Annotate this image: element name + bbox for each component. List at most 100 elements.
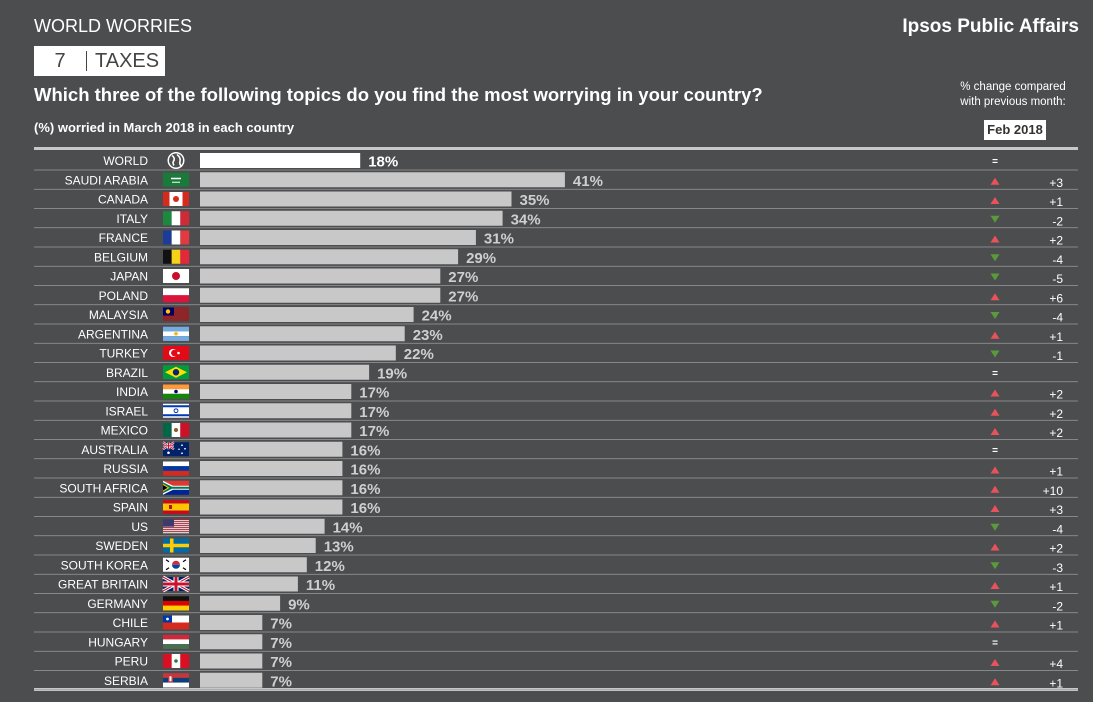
change-value: -5 [1052, 272, 1063, 286]
category-label: SOUTH KOREA [61, 558, 148, 572]
category-label: SERBIA [104, 674, 148, 688]
data-label: 7% [270, 654, 292, 671]
down-arrow-icon [990, 254, 1000, 262]
bar [200, 634, 263, 650]
bar [200, 153, 361, 168]
change-value: +2 [1049, 388, 1063, 402]
data-label: 11% [306, 577, 335, 594]
category-label: GERMANY [87, 597, 148, 611]
change-equal: = [992, 445, 998, 456]
category-label: BRAZIL [106, 366, 148, 380]
category-label: PERU [115, 655, 148, 669]
flag-icon [163, 538, 189, 553]
flag-icon [162, 575, 190, 593]
category-label: CANADA [98, 193, 148, 207]
category-label: ISRAEL [105, 404, 148, 418]
change-value: +1 [1049, 330, 1063, 344]
up-arrow-icon [990, 466, 1000, 474]
bar [200, 538, 316, 553]
bar [200, 461, 343, 476]
change-caption-line2: with previous month: [960, 96, 1066, 108]
category-label: SPAIN [113, 501, 148, 515]
up-arrow-icon [990, 678, 1000, 686]
up-arrow-icon [990, 331, 1000, 339]
data-label: 23% [413, 327, 443, 344]
flag-icon [163, 230, 190, 245]
category-label: GREAT BRITAIN [58, 578, 148, 592]
data-label: 31% [484, 231, 514, 248]
up-arrow-icon [990, 235, 1000, 243]
category-label: SWEDEN [95, 539, 148, 553]
data-label: 12% [315, 558, 345, 575]
up-arrow-icon [990, 505, 1000, 512]
data-label: 27% [448, 288, 478, 305]
change-value: -2 [1052, 599, 1063, 613]
bar [200, 403, 352, 419]
flag-icon [163, 423, 190, 437]
question-title: Which three of the following topics do y… [34, 84, 763, 105]
change-value: +1 [1049, 676, 1063, 690]
globe-icon [167, 152, 185, 169]
change-value: +2 [1049, 426, 1063, 440]
data-label: 7% [270, 635, 292, 652]
data-label: 7% [270, 616, 292, 633]
data-label: 7% [270, 673, 292, 690]
flag-icon [163, 403, 189, 418]
series-title: WORLD WORRIES [34, 16, 193, 36]
bar [200, 672, 263, 688]
data-label: 16% [350, 442, 380, 459]
bar [200, 518, 325, 534]
flag-icon [163, 307, 189, 321]
category-label: INDIA [116, 385, 148, 399]
bar [200, 287, 441, 303]
down-arrow-icon [990, 273, 1000, 281]
flag-icon [163, 461, 189, 476]
bar [200, 384, 352, 399]
category-label: ARGENTINA [78, 327, 148, 341]
category-label: SOUTH AFRICA [59, 481, 148, 495]
bar [200, 364, 370, 380]
up-arrow-icon [990, 582, 1000, 589]
down-arrow-icon [990, 562, 1000, 570]
up-arrow-icon [990, 428, 1000, 435]
data-label: 22% [404, 346, 434, 363]
change-value: +3 [1049, 503, 1063, 517]
bar [200, 326, 405, 342]
change-value: +1 [1049, 195, 1063, 209]
top-rule [34, 147, 1078, 150]
flag-icon [163, 192, 189, 206]
flag-icon [163, 269, 189, 283]
up-arrow-icon [990, 408, 1000, 416]
change-value: +1 [1049, 465, 1063, 479]
data-label: 16% [350, 481, 380, 498]
category-label: BELGIUM [94, 250, 148, 264]
data-label: 16% [350, 500, 380, 517]
flag-icon [163, 557, 189, 572]
bar [200, 172, 565, 188]
bar [200, 499, 343, 515]
data-label: 24% [422, 308, 452, 325]
brand-name: Ipsos Public Affairs [902, 16, 1079, 37]
bar [200, 191, 512, 207]
change-value: +1 [1049, 619, 1063, 633]
data-label: 16% [350, 462, 380, 479]
flag-icon [163, 384, 189, 399]
change-caption-line1: % change compared [960, 81, 1066, 93]
chart-subtitle: (%) worried in March 2018 in each countr… [34, 120, 295, 135]
flag-icon [163, 519, 189, 534]
change-value: -4 [1052, 311, 1063, 325]
up-arrow-icon [990, 177, 1000, 185]
category-label: SAUDI ARABIA [65, 173, 148, 187]
data-label: 18% [368, 154, 398, 171]
category-label: RUSSIA [103, 462, 148, 476]
data-label: 19% [377, 365, 407, 382]
bar [200, 268, 441, 284]
data-label: 27% [448, 269, 478, 286]
data-label: 29% [466, 250, 496, 267]
up-arrow-icon [990, 620, 1000, 628]
down-arrow-icon [990, 523, 1000, 531]
change-value: +4 [1049, 657, 1063, 671]
bar [200, 422, 352, 438]
change-value: +2 [1049, 407, 1063, 421]
